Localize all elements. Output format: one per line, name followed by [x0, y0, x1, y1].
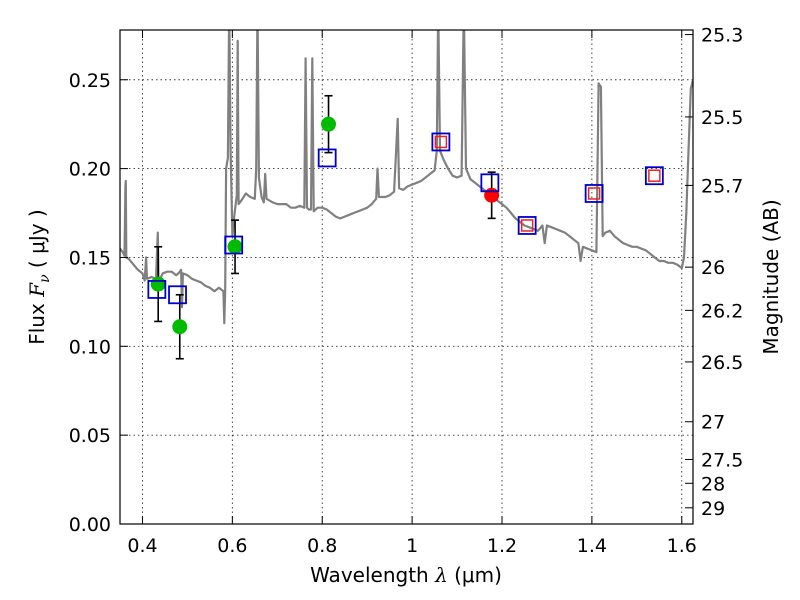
- y2-axis-title: Magnitude (AB): [759, 199, 783, 354]
- y2-tick-label: 25.5: [701, 107, 743, 129]
- model-point-inner: [648, 169, 661, 182]
- model-point-inner: [520, 219, 534, 232]
- y2-tick-label: 28: [701, 473, 725, 495]
- observed-point: [321, 116, 337, 132]
- model-point-inner: [434, 135, 448, 149]
- x-tick-label: 1.4: [577, 535, 607, 557]
- y2-tick-label: 29: [701, 498, 725, 520]
- y-tick-label: 0.20: [69, 159, 111, 181]
- x-tick-label: 1.6: [667, 535, 697, 557]
- x-tick-label: 1.2: [487, 535, 517, 557]
- y2-tick-label: 26.2: [701, 300, 743, 322]
- y2-tick-label: 25.7: [701, 175, 743, 197]
- y-axis-title: Flux Fν ( μJy ): [25, 209, 53, 345]
- observed-point: [227, 239, 243, 255]
- model-point: [224, 235, 244, 255]
- grid-layer: [120, 30, 693, 525]
- y2-tick-label: 25.3: [701, 25, 743, 47]
- y-tick-label: 0.10: [69, 336, 111, 358]
- model-point: [480, 173, 500, 193]
- model-point: [147, 280, 167, 299]
- y2-tick-label: 27: [701, 412, 725, 434]
- plot-frame: [119, 29, 694, 525]
- y-tick-label: 0.25: [69, 70, 111, 92]
- x-tick-label: 1: [406, 535, 418, 557]
- model-point: [168, 285, 187, 305]
- x-axis-title: Wavelength λ (μm): [310, 563, 502, 587]
- y-tick-label: 0.05: [69, 425, 111, 447]
- model-point: [584, 184, 604, 203]
- model-point: [517, 216, 537, 235]
- y2-tick-label: 26.5: [701, 352, 743, 374]
- model-point: [317, 148, 337, 168]
- observed-point: [484, 187, 500, 203]
- model-spectrum-line: [120, 30, 693, 325]
- y-tick-label: 0.15: [69, 247, 111, 269]
- y2-tick-label: 27.5: [701, 449, 743, 471]
- x-tick-label: 0.4: [127, 535, 157, 557]
- model-point: [431, 132, 451, 152]
- model-point: [644, 166, 664, 186]
- tick-layer: 0.4 0.6 0.8 1 1.2 1.4 1.6 0.00 0.05 0.10 0.15 0.20 0…: [69, 25, 744, 557]
- observed-point: [150, 276, 166, 292]
- y-tick-label: 0.00: [69, 514, 111, 536]
- x-tick-label: 0.8: [307, 535, 337, 557]
- x-tick-label: 0.6: [217, 535, 247, 557]
- marker-layer: [147, 94, 664, 360]
- observed-point: [172, 319, 188, 335]
- model-point-inner: [587, 187, 601, 200]
- y2-tick-label: 26: [701, 257, 725, 279]
